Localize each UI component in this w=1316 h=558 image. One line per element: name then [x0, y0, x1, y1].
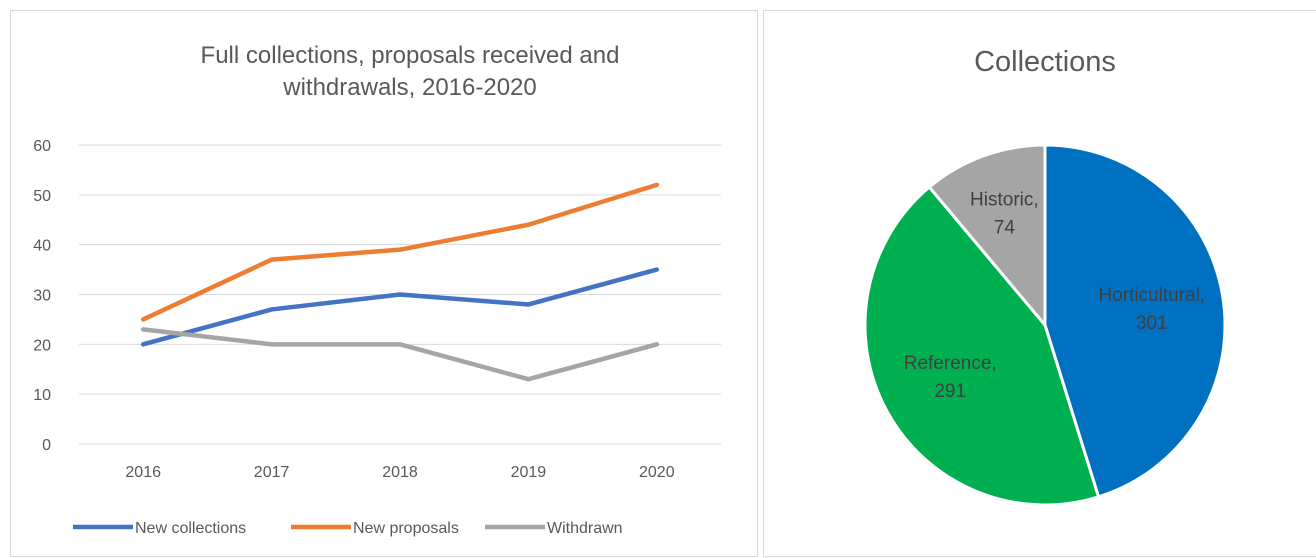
y-tick-label: 50 [33, 188, 51, 205]
pie-label-line: Reference, [904, 353, 997, 374]
x-tick-label: 2016 [125, 464, 161, 481]
y-tick-label: 40 [33, 238, 51, 255]
pie-label-line: Horticultural, [1098, 285, 1205, 306]
x-tick-label: 2019 [511, 464, 547, 481]
pie-chart-panel: Collections Horticultural, 301 Reference, 29… [763, 10, 1316, 557]
line-chart: Full collections, proposals received and… [33, 42, 721, 537]
x-tick-label: 2017 [254, 464, 290, 481]
pie-slice-historic [927, 143, 1047, 330]
legend-item-new-proposals: New proposals [291, 520, 459, 537]
legend-item-new-collections: New collections [73, 520, 246, 537]
line-chart-title-line: withdrawals, 2016-2020 [282, 74, 537, 101]
pie-label-reference: Reference, 291 [904, 353, 997, 402]
pie-label-line: 291 [934, 381, 966, 402]
x-tick-label: 2020 [639, 464, 675, 481]
y-tick-label: 20 [33, 337, 51, 354]
pie-label-line: 301 [1136, 313, 1168, 334]
pie-slice-reference [863, 184, 1101, 507]
pie-chart: Collections Horticultural, 301 Reference, 29… [863, 46, 1227, 507]
series-line-withdrawn [140, 327, 660, 382]
series-line-new-collections [140, 267, 660, 347]
line-chart-panel: Full collections, proposals received and… [10, 10, 758, 557]
legend-label: New collections [135, 520, 246, 537]
pie-label-line: 74 [994, 217, 1016, 238]
legend-item-withdrawn: Withdrawn [485, 520, 623, 537]
series-line-new-proposals [140, 182, 660, 322]
y-tick-label: 10 [33, 387, 51, 404]
y-tick-label: 30 [33, 288, 51, 305]
y-tick-label: 0 [42, 437, 51, 454]
pie-chart-title: Collections [974, 46, 1116, 78]
pie-slice-horticultural [1043, 143, 1227, 499]
legend-label: New proposals [353, 520, 459, 537]
pie-label-line: Historic, [970, 189, 1039, 210]
pie-label-historic: Historic, 74 [970, 189, 1039, 238]
pie-label-horticultural: Horticultural, 301 [1098, 285, 1205, 334]
legend-label: Withdrawn [547, 520, 623, 537]
y-tick-label: 60 [33, 138, 51, 155]
x-tick-label: 2018 [382, 464, 418, 481]
line-chart-title-line: Full collections, proposals received and [201, 42, 620, 69]
